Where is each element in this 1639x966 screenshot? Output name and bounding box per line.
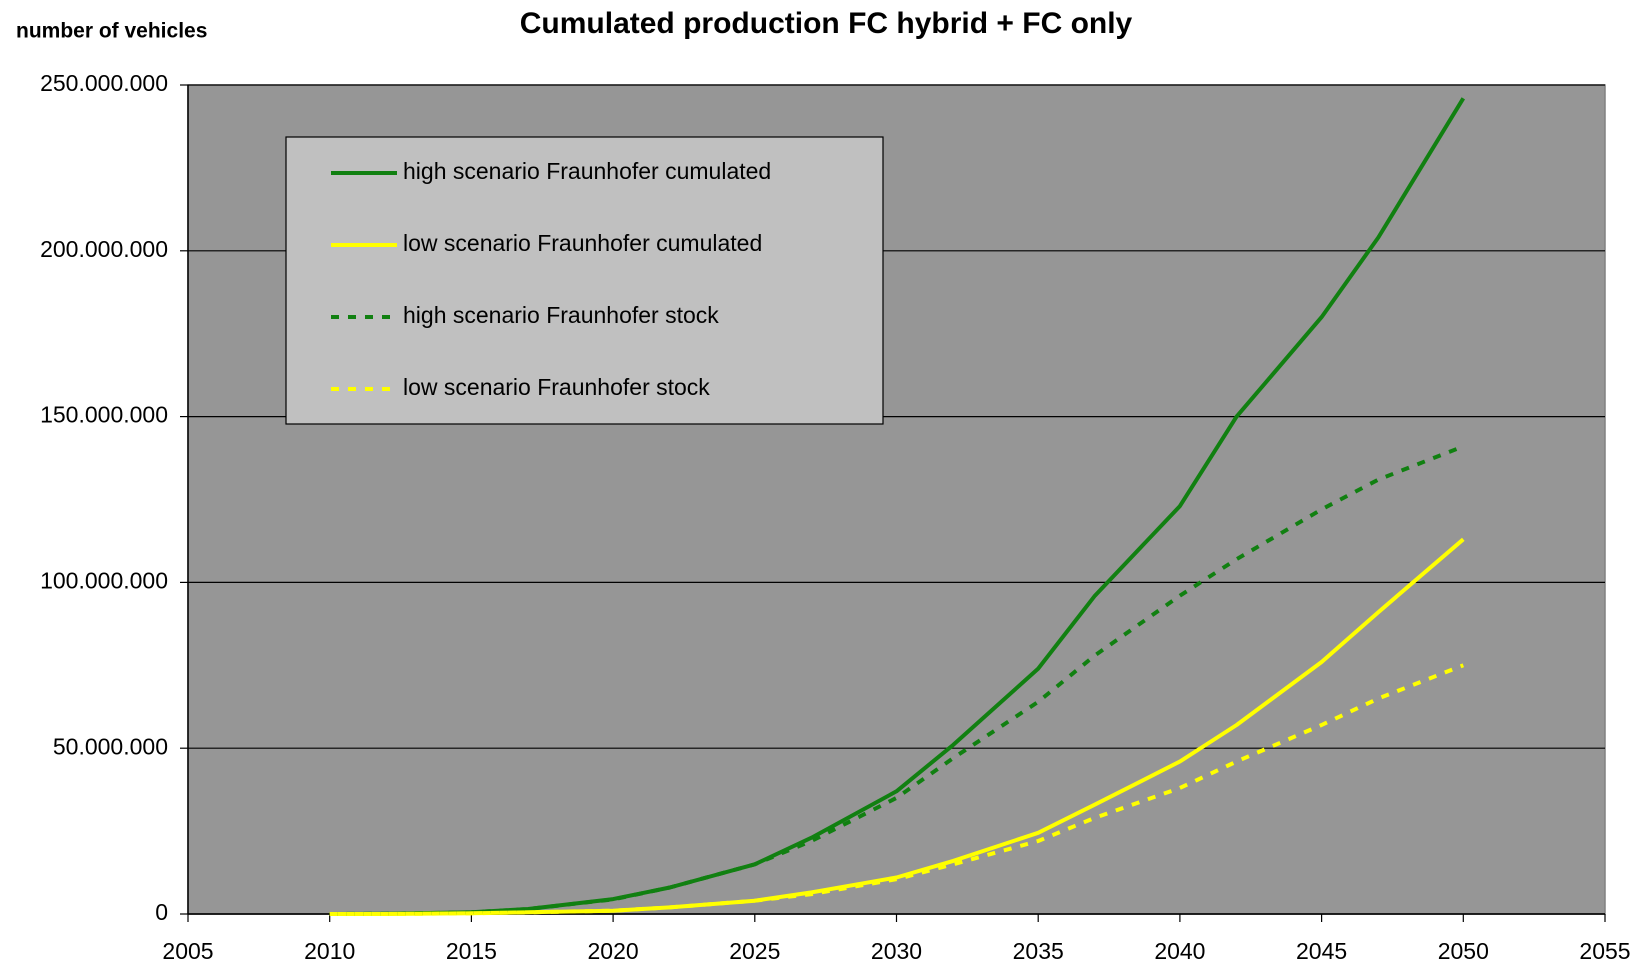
x-tick-label: 2010 <box>304 938 355 964</box>
x-tick-label: 2040 <box>1154 938 1205 964</box>
y-tick-label: 250.000.000 <box>40 70 168 96</box>
legend-label: low scenario Fraunhofer stock <box>403 374 710 400</box>
series-line <box>329 537 1465 916</box>
legend-label: high scenario Fraunhofer cumulated <box>403 158 771 184</box>
x-tick-label: 2025 <box>729 938 780 964</box>
x-tick-label: 2035 <box>1013 938 1064 964</box>
x-tick-label: 2030 <box>871 938 922 964</box>
legend-box <box>285 136 884 425</box>
x-tick-label: 2050 <box>1438 938 1489 964</box>
y-tick-label: 0 <box>155 899 168 925</box>
y-axis-label: number of vehicles <box>16 20 207 43</box>
x-tick-label: 2055 <box>1579 938 1630 964</box>
y-tick-label: 200.000.000 <box>40 236 168 262</box>
y-tick-label: 50.000.000 <box>53 733 168 759</box>
chart-title: Cumulated production FC hybrid + FC only <box>520 7 1133 40</box>
x-tick-label: 2020 <box>588 938 639 964</box>
y-tick-label: 150.000.000 <box>40 402 168 428</box>
x-tick-label: 2015 <box>446 938 497 964</box>
series-line <box>329 663 1465 916</box>
series-line <box>329 97 1466 916</box>
legend-label: low scenario Fraunhofer cumulated <box>403 230 762 256</box>
x-tick-label: 2005 <box>162 938 213 964</box>
y-tick-label: 100.000.000 <box>40 567 168 593</box>
x-tick-label: 2045 <box>1296 938 1347 964</box>
legend-label: high scenario Fraunhofer stock <box>403 302 719 328</box>
